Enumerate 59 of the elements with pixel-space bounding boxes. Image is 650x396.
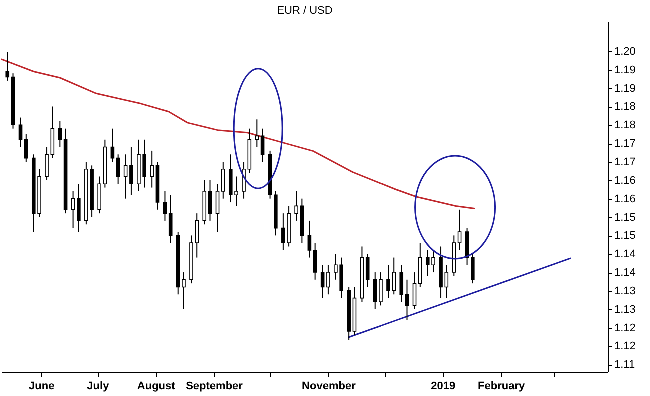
candlestick [444,264,449,299]
candlestick [6,52,10,82]
candlestick [221,162,226,200]
y-tick-label: 1.18 [614,101,636,114]
candlestick [58,120,62,148]
candlestick [150,150,154,188]
y-tick-label: 1.16 [614,193,636,206]
y-tick-label: 1.12 [614,340,636,353]
candlestick [216,184,220,232]
candlestick [77,184,81,232]
candlestick [308,220,312,258]
y-tick-label: 1.15 [614,212,636,224]
y-tick-label: 1.13 [614,304,636,316]
candlestick [242,162,246,200]
x-tick-label: February [478,380,526,392]
candlestick [124,154,128,200]
candlestick [24,134,28,162]
candlestick [260,128,265,162]
y-tick-label: 1.17 [614,138,636,150]
y-tick-label: 1.12 [614,322,636,334]
chart-title: EUR / USD [277,5,333,17]
y-tick-label: 1.13 [614,285,636,298]
y-tick-label: 1.19 [614,82,636,95]
candlestick [110,128,115,162]
candlestick [366,254,370,288]
y-tick-label: 1.15 [614,230,636,242]
candlestick [130,146,134,196]
candlestick [313,242,318,280]
y-tick-label: 1.20 [614,46,636,58]
y-tick-label: 1.11 [614,359,636,372]
x-tick-label: November [302,380,357,392]
y-tick-label: 1.19 [614,64,636,76]
candlestick [71,190,76,229]
candlestick [208,180,212,222]
line-series [1,58,476,210]
candlestick [400,264,404,302]
candlestick [255,119,260,148]
candlestick [326,264,330,296]
candlestick [471,254,475,284]
candlestick [320,264,325,299]
x-tick-label: June [29,380,55,392]
x-tick-label: 2019 [431,380,456,392]
y-tick-label: 1.14 [614,267,636,280]
candlestick [294,190,298,222]
candlestick [412,272,417,310]
candlestick [163,190,168,222]
x-tick-label: July [87,380,110,392]
y-tick-label: 1.17 [614,156,636,168]
y-tick-label: 1.14 [614,248,636,261]
candlestick [18,117,23,148]
x-tick-label: September [186,380,244,392]
candlestick [116,154,120,185]
candlestick [458,209,462,251]
candlestick [168,194,173,244]
candlestick [45,146,49,181]
x-tick-label: August [137,380,176,392]
y-tick-label: 1.16 [614,174,636,187]
y-tick-label: 1.18 [614,120,636,132]
candlestick [405,279,410,321]
